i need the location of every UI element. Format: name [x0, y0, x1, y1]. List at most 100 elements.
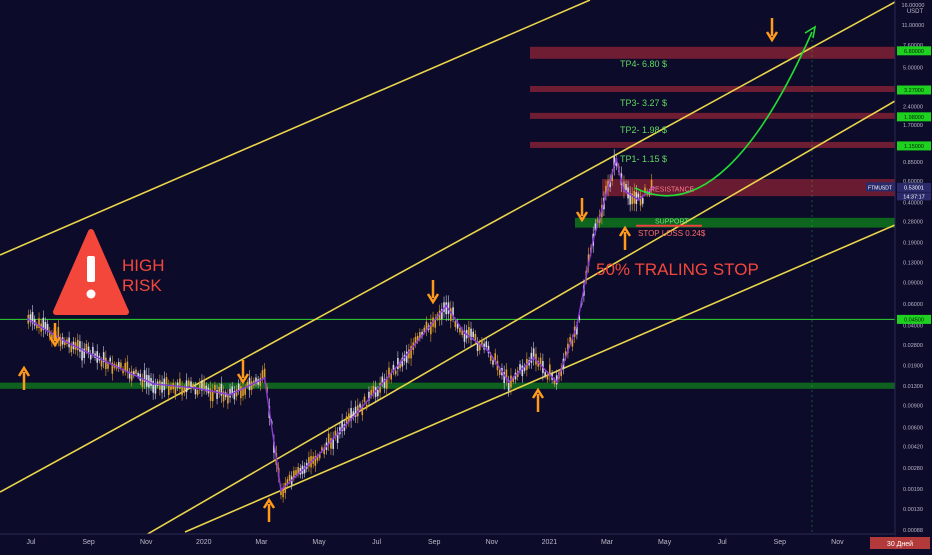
- price-tag: [897, 46, 931, 56]
- candle-body: [130, 371, 133, 381]
- candle-body: [390, 372, 393, 380]
- candle-body: [553, 379, 556, 385]
- candle-body: [388, 367, 390, 378]
- price-point: [487, 349, 490, 353]
- marker-arrow: [262, 497, 276, 522]
- target-band: [530, 141, 895, 148]
- price-point: [106, 361, 110, 365]
- y-tick-label: 0.85000: [903, 160, 923, 166]
- marker-arrow: [48, 323, 62, 348]
- candle-body: [321, 447, 323, 451]
- price-point: [637, 198, 640, 202]
- candle-body: [625, 184, 627, 190]
- price-point: [615, 157, 618, 161]
- candle-body: [414, 336, 417, 344]
- candle-body: [408, 349, 410, 359]
- candle-body: [36, 323, 38, 329]
- x-tick-label: Mar: [255, 539, 268, 546]
- marker-arrow: [575, 198, 589, 223]
- candle-body: [196, 390, 199, 395]
- y-tick-label: 0.00130: [903, 507, 923, 513]
- support-zone: [575, 217, 895, 228]
- marker-arrow-head: [17, 365, 31, 377]
- candle-body: [352, 411, 355, 418]
- candle-body: [323, 447, 326, 455]
- candle-body: [641, 198, 644, 204]
- candle-body: [124, 362, 127, 371]
- candle-body: [211, 390, 214, 402]
- candle-body: [503, 372, 505, 384]
- candle-body: [454, 321, 457, 328]
- x-tick-label: Sep: [428, 539, 441, 546]
- candle-body: [564, 351, 567, 358]
- price-tag: [897, 314, 931, 324]
- candle-body: [198, 382, 201, 390]
- candle-body: [295, 470, 297, 476]
- candle-body: [569, 336, 571, 343]
- candle-body: [318, 454, 321, 459]
- candle-body: [190, 381, 192, 389]
- candle-body: [183, 387, 186, 393]
- candle-body: [203, 380, 205, 390]
- candle-body: [613, 156, 616, 169]
- candle-body: [126, 361, 129, 373]
- candle-body: [441, 309, 443, 320]
- y-tick-label: 0.00190: [903, 487, 923, 493]
- candle-body: [637, 193, 640, 198]
- marker-arrow: [236, 360, 250, 385]
- candle-body: [385, 377, 388, 389]
- candle-body: [261, 370, 264, 379]
- x-tick-label: Nov: [140, 539, 153, 546]
- candle-body: [150, 377, 152, 387]
- x-tick-label: May: [312, 539, 326, 546]
- marker-arrow: [765, 18, 779, 43]
- price-point: [316, 454, 319, 458]
- target-band: [530, 85, 895, 92]
- candle-body: [89, 353, 92, 360]
- date-range-tag: [870, 537, 930, 549]
- candle-body: [361, 405, 364, 416]
- candle-body: [308, 457, 310, 467]
- candle-body: [100, 360, 103, 367]
- y-tick-label: 0.00900: [903, 404, 923, 410]
- candle-body: [348, 413, 350, 422]
- candle-body: [79, 341, 81, 352]
- candle-body: [179, 378, 181, 389]
- candle-body: [259, 377, 262, 386]
- target-label: TP3- 3.27 $: [620, 98, 667, 108]
- marker-arrow-head: [426, 293, 440, 305]
- y-tick-label: 0.00600: [903, 425, 923, 431]
- candle-body: [445, 302, 448, 315]
- candle-body: [42, 317, 45, 330]
- candle-body: [399, 362, 401, 369]
- candle-body: [33, 319, 36, 326]
- x-tick-label: 2020: [196, 539, 212, 546]
- candle-body: [76, 339, 79, 351]
- y-tick-label: 0.04000: [903, 324, 923, 330]
- y-tick-label: 0.01300: [903, 384, 923, 390]
- candle-body: [46, 324, 49, 332]
- candle-body: [425, 321, 428, 331]
- candle-body: [143, 370, 146, 382]
- channel-line: [0, 0, 591, 256]
- trailing-stop-label: 50% TRALING STOP: [596, 260, 759, 279]
- y-tick-label: 11.00000: [902, 23, 925, 29]
- price-point: [622, 189, 626, 192]
- price-point: [507, 380, 510, 384]
- candle-body: [544, 372, 546, 377]
- candle-body: [523, 366, 526, 371]
- x-tick-label: Mar: [601, 539, 614, 546]
- high-risk-label-line2: RISK: [122, 276, 162, 295]
- candle-body: [105, 357, 107, 370]
- x-tick-label: Sep: [774, 539, 787, 546]
- candle-body: [587, 254, 590, 266]
- price-tag: [897, 112, 931, 122]
- zigzag-layer: [27, 156, 655, 492]
- marker-arrow: [17, 365, 31, 390]
- y-tick-label: 2.40000: [903, 105, 923, 111]
- y-tick-label: 0.19000: [903, 240, 923, 246]
- price-point: [63, 339, 66, 343]
- candle-body: [31, 311, 34, 324]
- candle-body: [181, 386, 183, 396]
